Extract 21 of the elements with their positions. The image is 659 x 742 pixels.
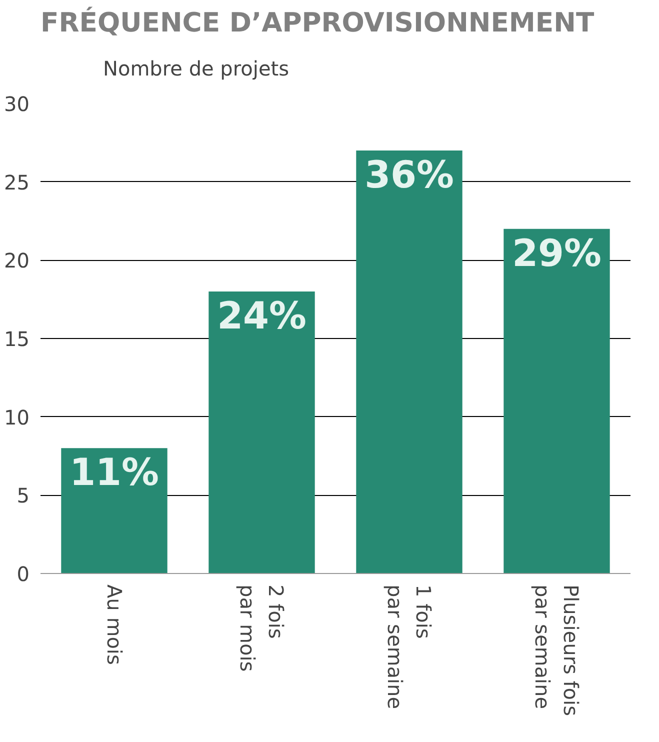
text: Nombre de projets bbox=[103, 56, 290, 80]
bar bbox=[61, 448, 168, 574]
y-tick-label: 10 bbox=[4, 405, 30, 430]
y-tick-label: 0 bbox=[16, 562, 30, 586]
y-tick-label: 25 bbox=[4, 170, 30, 194]
y-tick-label: 5 bbox=[16, 484, 30, 508]
x-tick-label: 1 fois par semaine bbox=[382, 584, 436, 710]
x-tick-label: 2 fois par mois bbox=[235, 584, 288, 672]
text: 36% bbox=[364, 152, 454, 196]
bar bbox=[356, 150, 462, 574]
text: 29% bbox=[512, 230, 602, 275]
y-tick-label: 15 bbox=[4, 327, 30, 351]
y-tick-label: 30 bbox=[4, 92, 30, 116]
bar bbox=[208, 292, 315, 574]
x-tick-label: Au mois bbox=[102, 584, 126, 665]
chart-title: FRÉQUENCE D’APPROVISIONNEMENT bbox=[40, 6, 595, 38]
bar bbox=[504, 228, 610, 574]
x-tick-label: Plusieurs fois par semaine bbox=[530, 584, 584, 716]
y-tick-label: 20 bbox=[4, 248, 30, 273]
text: 24% bbox=[217, 294, 306, 338]
text: 11% bbox=[70, 450, 159, 494]
